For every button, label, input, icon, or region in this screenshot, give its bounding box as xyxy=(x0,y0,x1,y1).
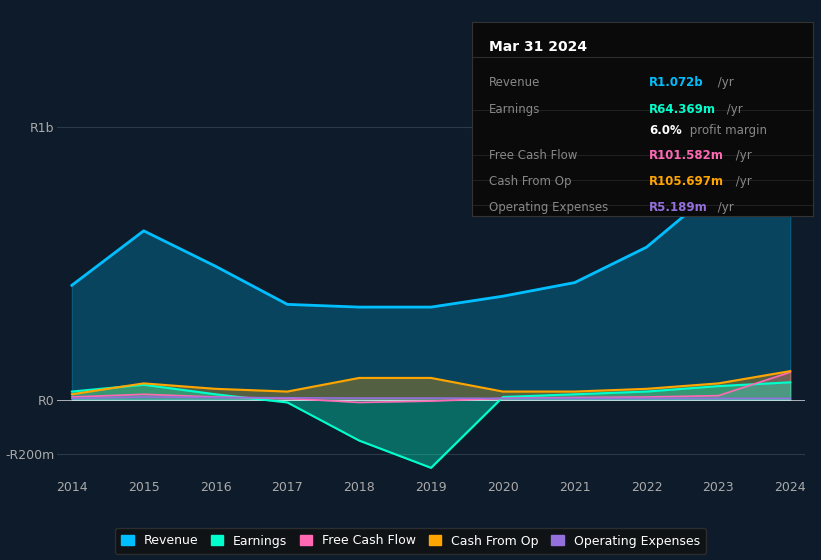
Text: R64.369m: R64.369m xyxy=(649,102,716,115)
Text: /yr: /yr xyxy=(713,201,733,214)
Text: /yr: /yr xyxy=(732,149,752,162)
Text: Operating Expenses: Operating Expenses xyxy=(489,201,608,214)
Text: 6.0%: 6.0% xyxy=(649,124,682,137)
Text: R1.072b: R1.072b xyxy=(649,77,704,90)
Text: Revenue: Revenue xyxy=(489,77,540,90)
Text: profit margin: profit margin xyxy=(686,124,767,137)
Text: R5.189m: R5.189m xyxy=(649,201,708,214)
Text: /yr: /yr xyxy=(732,175,752,188)
Text: /yr: /yr xyxy=(713,77,733,90)
Text: R105.697m: R105.697m xyxy=(649,175,724,188)
Text: Earnings: Earnings xyxy=(489,102,540,115)
Text: R101.582m: R101.582m xyxy=(649,149,724,162)
Legend: Revenue, Earnings, Free Cash Flow, Cash From Op, Operating Expenses: Revenue, Earnings, Free Cash Flow, Cash … xyxy=(115,528,706,554)
Text: /yr: /yr xyxy=(722,102,742,115)
Text: Cash From Op: Cash From Op xyxy=(489,175,571,188)
Text: Free Cash Flow: Free Cash Flow xyxy=(489,149,577,162)
Text: Mar 31 2024: Mar 31 2024 xyxy=(489,40,587,54)
